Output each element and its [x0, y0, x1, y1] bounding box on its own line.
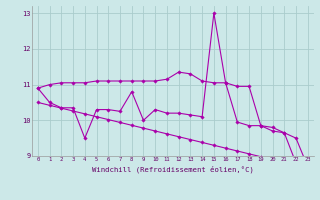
X-axis label: Windchill (Refroidissement éolien,°C): Windchill (Refroidissement éolien,°C) — [92, 165, 254, 173]
